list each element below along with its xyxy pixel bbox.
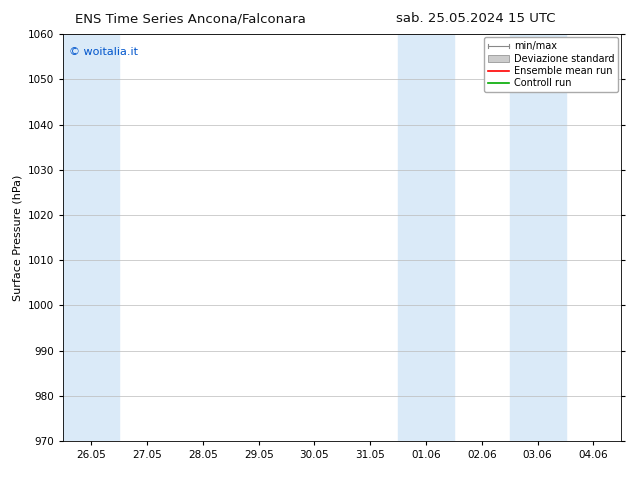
Text: sab. 25.05.2024 15 UTC: sab. 25.05.2024 15 UTC <box>396 12 555 25</box>
Bar <box>510 34 566 441</box>
Legend: min/max, Deviazione standard, Ensemble mean run, Controll run: min/max, Deviazione standard, Ensemble m… <box>484 37 618 92</box>
Bar <box>398 34 454 441</box>
Bar <box>63 34 119 441</box>
Text: ENS Time Series Ancona/Falconara: ENS Time Series Ancona/Falconara <box>75 12 306 25</box>
Text: © woitalia.it: © woitalia.it <box>69 47 138 56</box>
Y-axis label: Surface Pressure (hPa): Surface Pressure (hPa) <box>13 174 23 301</box>
